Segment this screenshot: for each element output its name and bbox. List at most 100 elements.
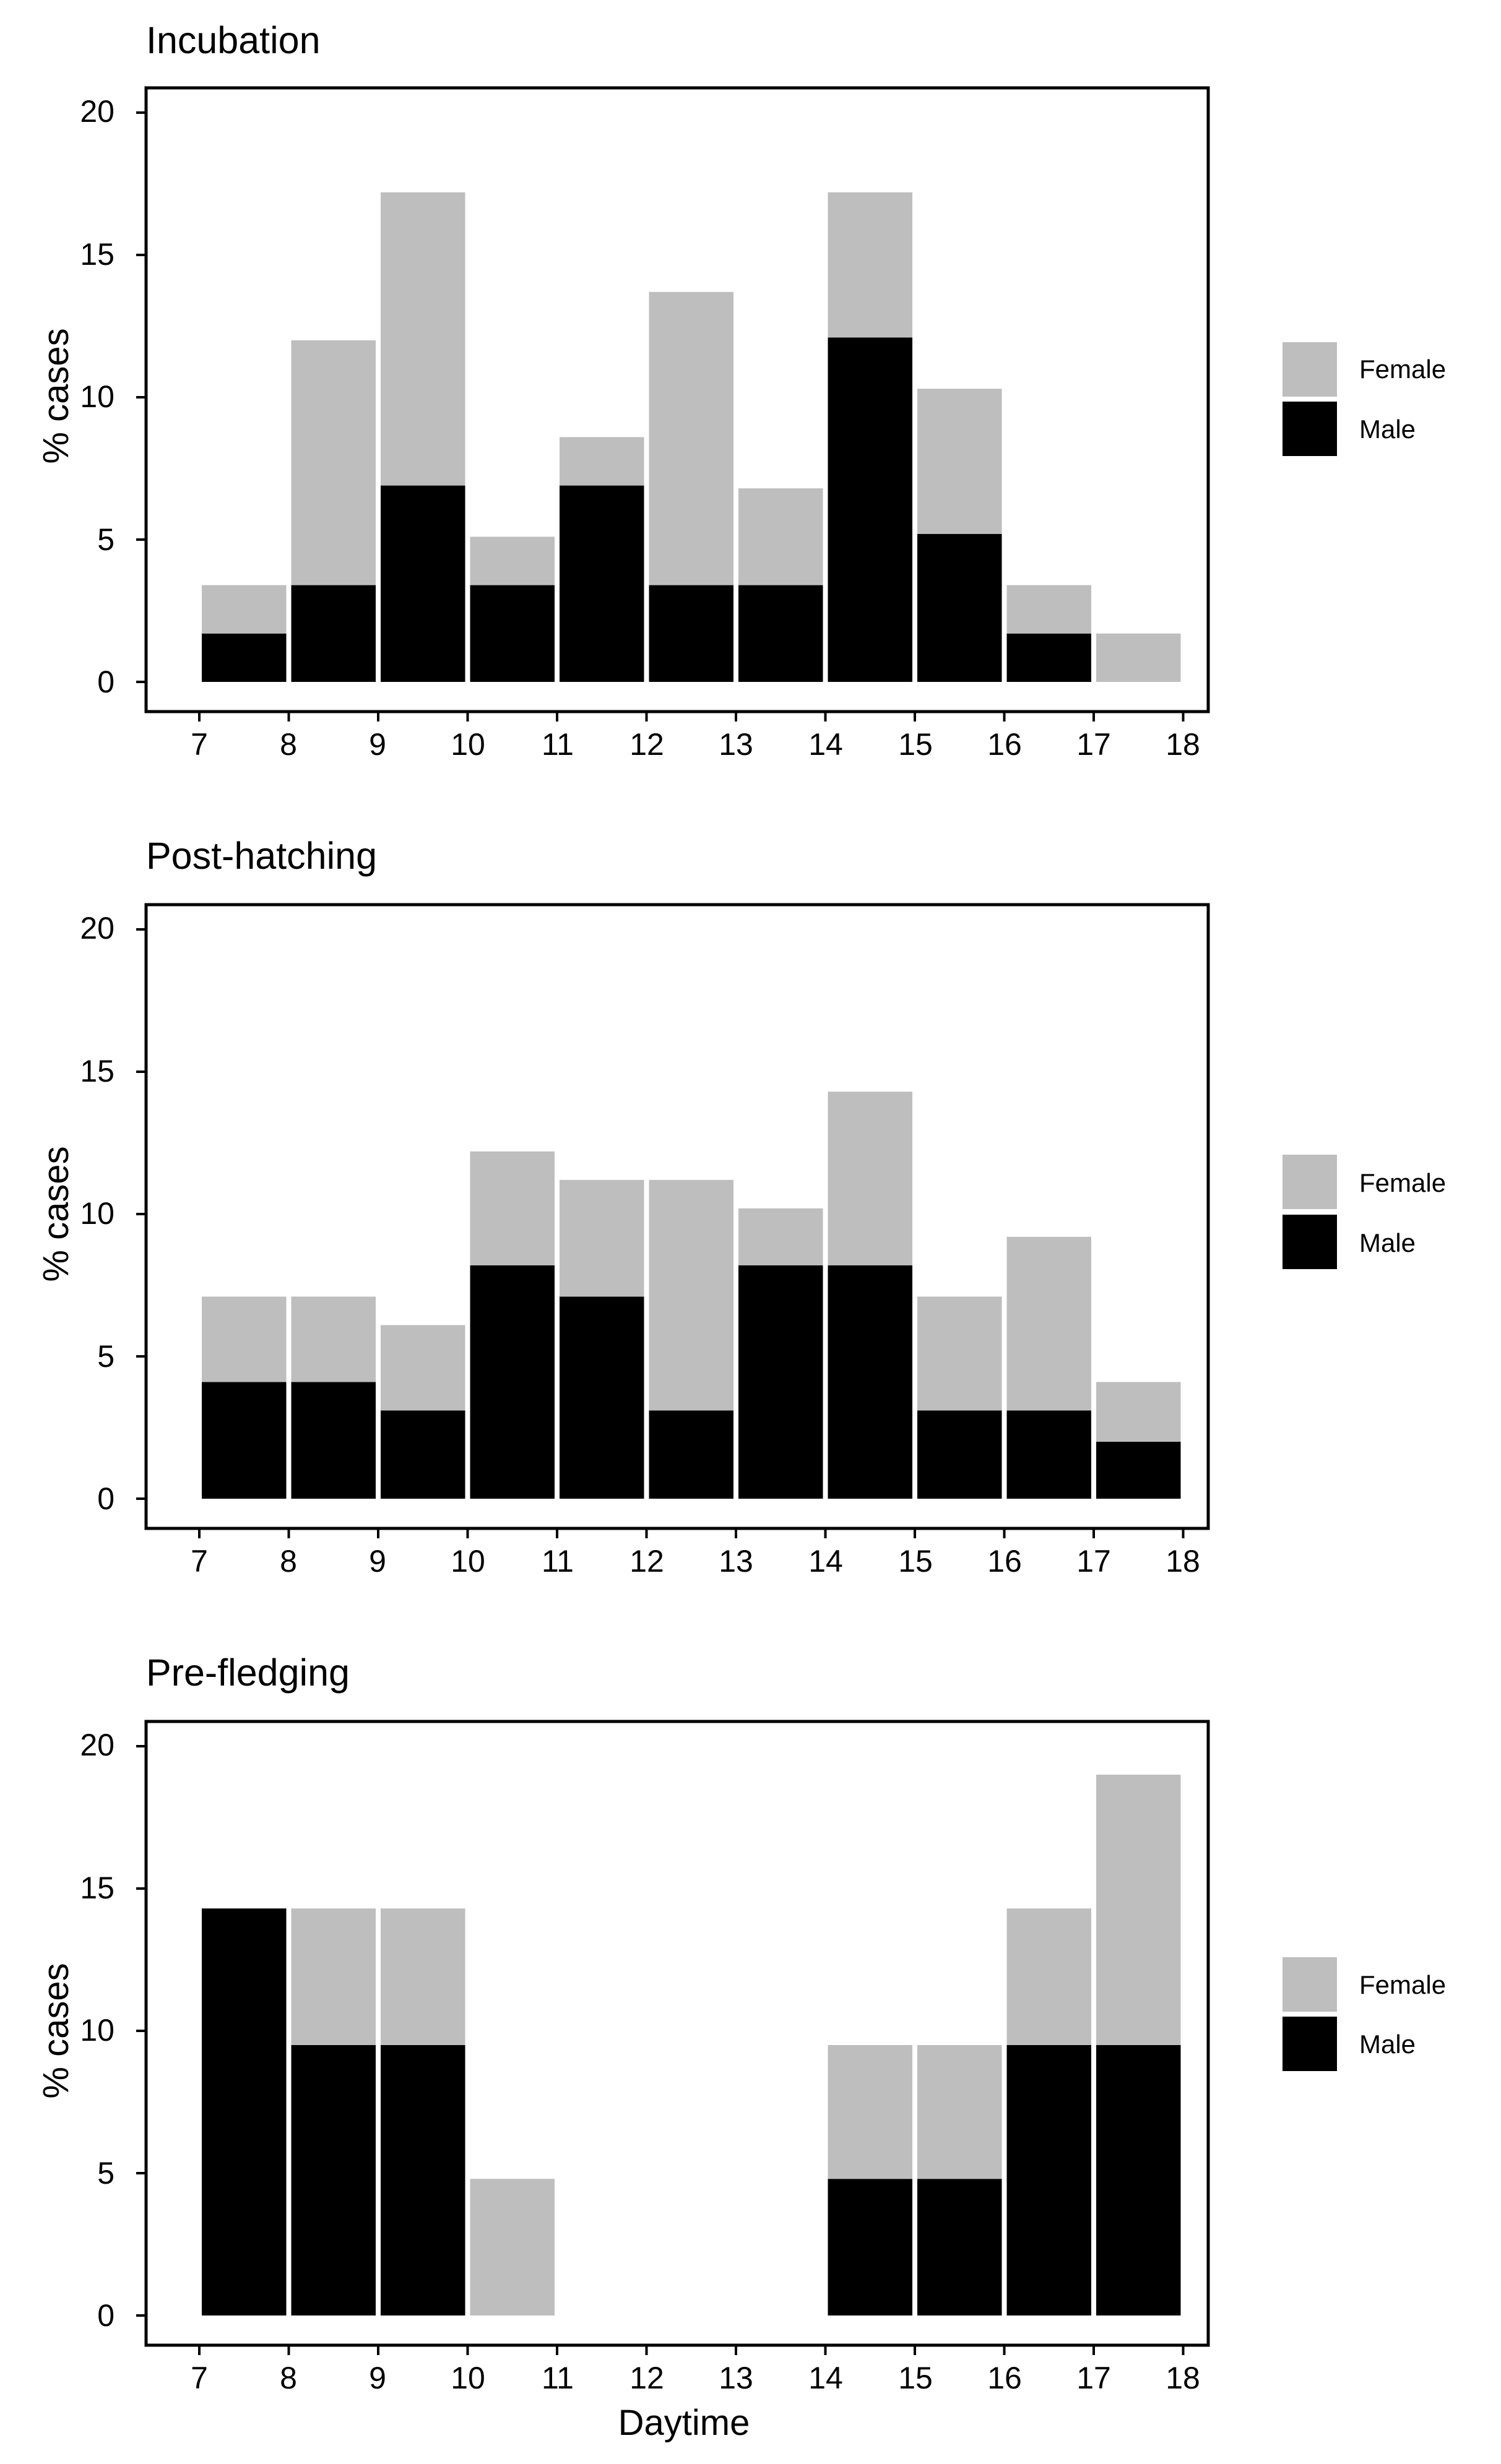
bar-male-13-14	[738, 585, 823, 682]
x-tick-label: 7	[191, 1544, 208, 1579]
panel-incubation: Incubation % cases 20 15 10 5 0 7 8 9 10…	[36, 19, 1446, 762]
x-tick-label: 11	[542, 727, 574, 762]
legend-swatch-male	[1283, 2017, 1337, 2071]
x-tick-label: 16	[987, 2361, 1022, 2395]
bar-male-11-12	[560, 1296, 644, 1499]
bar-male-15-16	[917, 2179, 1002, 2315]
y-tick-label: 15	[80, 1054, 115, 1088]
x-tick-label: 15	[898, 2361, 933, 2395]
legend-swatch-female	[1283, 1957, 1337, 2012]
bar-male-9-10	[381, 2045, 465, 2315]
y-tick-label: 15	[80, 1871, 115, 1905]
x-tick-label: 12	[629, 727, 664, 762]
y-tick-labels: 20 15 10 5 0	[80, 911, 115, 1516]
bar-female-13-14	[738, 1208, 823, 1265]
plot-frame	[144, 86, 1210, 713]
legend: Female Male	[1283, 342, 1446, 456]
bar-male-15-16	[917, 533, 1002, 682]
bar-female-17-18	[1096, 1775, 1181, 2045]
x-tick-label: 9	[369, 2361, 386, 2395]
x-tick-label: 11	[542, 2361, 574, 2395]
x-tick-label: 13	[719, 2361, 753, 2395]
bar-female-15-16	[917, 2045, 1002, 2179]
x-tick-label: 10	[451, 1544, 485, 1579]
bar-male-8-9	[291, 2045, 376, 2315]
panel-title: Post-hatching	[146, 835, 377, 877]
y-tick-label: 10	[80, 379, 115, 414]
bar-female-11-12	[560, 1179, 644, 1297]
legend-label-male: Male	[1359, 1228, 1416, 1257]
panel-post-hatching: Post-hatching % cases 20 15 10 5 0 7 8 9…	[36, 835, 1446, 1579]
x-tick-label: 11	[542, 1544, 574, 1579]
bar-male-16-17	[1006, 633, 1091, 682]
bar-female-11-12	[560, 437, 644, 486]
bar-male-17-18	[1096, 2045, 1181, 2315]
x-tick-label: 17	[1076, 2361, 1111, 2395]
legend-swatch-male	[1283, 1215, 1337, 1269]
x-tick-label: 14	[808, 727, 843, 762]
bar-male-14-15	[828, 337, 912, 682]
bar-male-11-12	[560, 485, 644, 682]
bar-female-16-17	[1006, 1236, 1091, 1411]
y-axis-title: % cases	[36, 1963, 76, 2098]
x-tick-label: 15	[898, 1544, 933, 1579]
y-axis-title: % cases	[36, 328, 76, 463]
bar-male-14-15	[828, 1265, 912, 1499]
legend-swatch-male	[1283, 402, 1337, 456]
y-tick-label: 5	[97, 522, 115, 557]
x-tick-label: 18	[1166, 727, 1200, 762]
bar-female-10-11	[470, 2179, 555, 2315]
bar-male-9-10	[381, 1410, 465, 1499]
bar-male-16-17	[1006, 1410, 1091, 1499]
x-tick-label: 14	[808, 2361, 843, 2395]
panel-pre-fledging: Pre-fledging % cases 20 15 10 5 0 7 8 9 …	[36, 1652, 1446, 2395]
x-tick-label: 8	[280, 2361, 297, 2395]
bar-female-7-8	[202, 585, 287, 634]
bar-female-8-9	[291, 340, 376, 585]
y-tick-label: 10	[80, 1196, 115, 1231]
legend-label-female: Female	[1359, 355, 1446, 384]
legend: Female Male	[1283, 1957, 1446, 2071]
legend-swatch-female	[1283, 342, 1337, 397]
x-tick-label: 17	[1076, 727, 1111, 762]
legend-label-female: Female	[1359, 1168, 1446, 1197]
plot-frame	[144, 1720, 1210, 2347]
bar-male-8-9	[291, 585, 376, 682]
bar-male-14-15	[828, 2179, 912, 2315]
y-tick-label: 0	[97, 665, 115, 699]
bar-male-8-9	[291, 1382, 376, 1499]
bar-female-9-10	[381, 192, 465, 486]
bar-male-7-8	[202, 633, 287, 682]
x-tick-label: 7	[191, 2361, 208, 2395]
x-tick-labels: 7 8 9 10 11 12 13 14 15 16 17 18	[191, 1544, 1200, 1579]
bar-female-15-16	[917, 389, 1002, 534]
bar-female-15-16	[917, 1296, 1002, 1411]
x-tick-label: 9	[369, 727, 386, 762]
x-tick-label: 16	[987, 727, 1022, 762]
legend: Female Male	[1283, 1155, 1446, 1269]
x-tick-label: 17	[1076, 1544, 1111, 1579]
y-tick-label: 5	[97, 1339, 115, 1374]
bar-female-9-10	[381, 1325, 465, 1411]
bar-female-7-8	[202, 1296, 287, 1382]
y-tick-label: 20	[80, 1728, 115, 1762]
bar-male-12-13	[649, 1410, 733, 1499]
bar-male-13-14	[738, 1265, 823, 1499]
y-tick-label: 5	[97, 2156, 115, 2190]
bar-female-14-15	[828, 192, 912, 338]
y-tick-label: 0	[97, 2298, 115, 2333]
bar-female-10-11	[470, 1151, 555, 1265]
x-tick-label: 18	[1166, 2361, 1200, 2395]
bar-male-7-8	[202, 1382, 287, 1499]
bar-female-13-14	[738, 488, 823, 585]
y-tick-label: 20	[80, 94, 115, 129]
plot-frame	[144, 903, 1210, 1530]
x-tick-label: 13	[719, 727, 753, 762]
bar-male-12-13	[649, 585, 733, 682]
bar-male-16-17	[1006, 2045, 1091, 2315]
x-tick-label: 12	[629, 1544, 664, 1579]
y-tick-label: 15	[80, 237, 115, 272]
x-tick-label: 10	[451, 2361, 485, 2395]
x-tick-label: 18	[1166, 1544, 1200, 1579]
